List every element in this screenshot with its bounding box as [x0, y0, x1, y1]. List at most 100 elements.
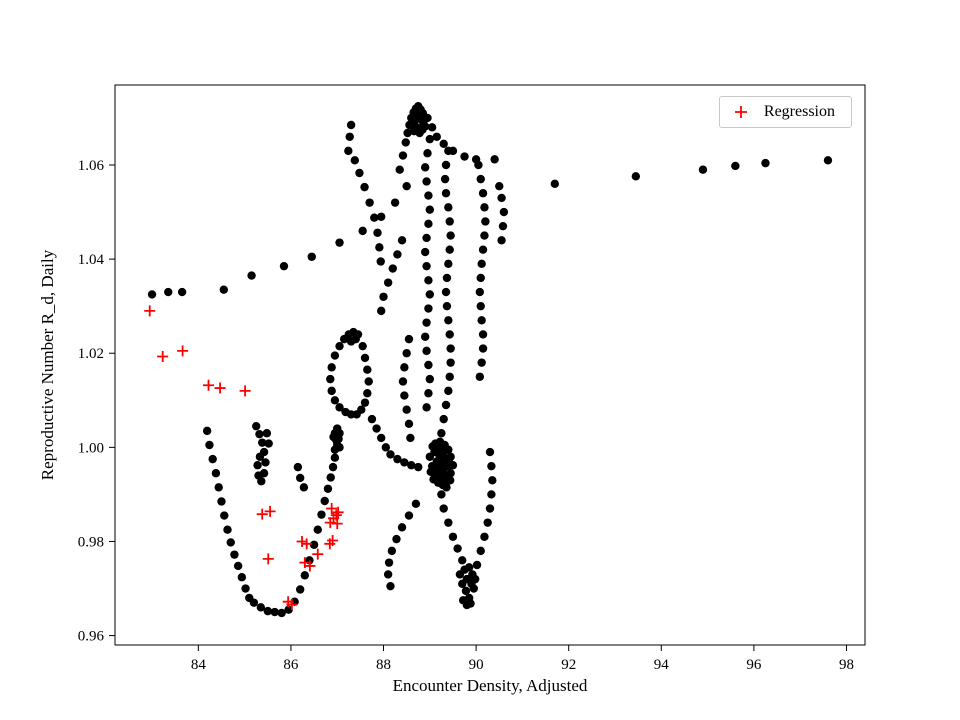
data-point [476, 174, 485, 184]
data-point [258, 438, 267, 447]
svg-text:90: 90 [469, 657, 484, 673]
data-point [499, 207, 509, 217]
data-point [433, 472, 442, 481]
data-point [330, 453, 340, 462]
data-point [386, 450, 395, 459]
data-point [264, 439, 273, 448]
data-point [423, 149, 432, 158]
data-point [339, 334, 349, 344]
data-point [205, 440, 214, 450]
data-point [476, 546, 485, 556]
data-point [498, 221, 508, 231]
svg-text:1.04: 1.04 [78, 252, 105, 268]
data-point [375, 243, 384, 252]
data-point [401, 138, 410, 147]
data-point [393, 454, 402, 464]
data-point [442, 301, 452, 311]
data-point [475, 372, 485, 381]
regression-point [264, 505, 276, 517]
data-point [444, 146, 453, 156]
data-point [300, 571, 310, 580]
data-point [363, 365, 372, 374]
data-point [440, 174, 450, 184]
data-point [422, 346, 431, 356]
data-point [437, 490, 446, 499]
data-point [223, 525, 232, 534]
data-point [411, 499, 421, 509]
data-point [329, 432, 338, 442]
data-point [384, 558, 394, 567]
data-point [335, 443, 344, 452]
regression-point [327, 535, 339, 547]
data-point [255, 452, 265, 461]
data-point [439, 414, 448, 424]
data-point [446, 231, 455, 240]
data-point [261, 458, 270, 467]
data-point [406, 433, 415, 443]
data-point [731, 161, 740, 171]
data-point [377, 433, 386, 443]
data-point [326, 473, 335, 482]
regression-point [332, 506, 344, 518]
data-point [448, 532, 458, 541]
data-point [428, 442, 437, 451]
data-point [376, 257, 385, 266]
data-point [147, 290, 157, 299]
data-point [474, 160, 483, 170]
data-point [295, 585, 305, 594]
data-point [550, 179, 560, 189]
data-point [270, 607, 279, 617]
data-point [254, 471, 263, 480]
data-point [392, 534, 401, 544]
data-point [485, 447, 495, 457]
data-point [211, 469, 221, 478]
data-point [307, 252, 316, 261]
data-point [256, 603, 266, 612]
data-point [208, 454, 217, 464]
data-point [330, 351, 340, 360]
data-point [367, 414, 377, 424]
svg-text:86: 86 [283, 657, 299, 673]
data-point [478, 330, 488, 339]
data-point [445, 217, 454, 226]
data-point [220, 511, 229, 520]
data-point [475, 287, 485, 297]
data-point [439, 504, 448, 513]
regression-point [286, 599, 298, 611]
data-point [466, 599, 475, 608]
data-point [252, 421, 261, 431]
data-point [247, 271, 256, 280]
data-point [487, 461, 496, 471]
data-point [404, 419, 414, 429]
regression-point [312, 548, 324, 560]
data-point [420, 247, 430, 257]
data-point [432, 132, 441, 141]
data-point [424, 304, 433, 313]
svg-text:88: 88 [376, 657, 391, 673]
data-point [317, 510, 326, 519]
data-point [237, 573, 247, 582]
data-point [439, 139, 448, 149]
data-point [293, 462, 303, 472]
data-point [328, 462, 338, 472]
regression-point [144, 305, 156, 317]
data-point [346, 337, 356, 346]
data-point [395, 165, 404, 174]
data-point [485, 504, 495, 513]
data-point [441, 400, 451, 410]
data-point [414, 462, 423, 472]
data-point [346, 120, 356, 130]
data-point [393, 250, 402, 259]
data-point [404, 334, 414, 344]
data-point [350, 156, 360, 165]
data-point [437, 429, 446, 438]
data-point [424, 389, 433, 398]
data-point [444, 203, 453, 212]
data-point [480, 203, 489, 212]
data-point [420, 163, 430, 172]
svg-text:0.96: 0.96 [78, 629, 105, 645]
x-axis-label: Encounter Density, Adjusted [392, 676, 588, 695]
svg-text:96: 96 [746, 657, 762, 673]
data-point [279, 261, 289, 271]
data-point [422, 403, 431, 412]
